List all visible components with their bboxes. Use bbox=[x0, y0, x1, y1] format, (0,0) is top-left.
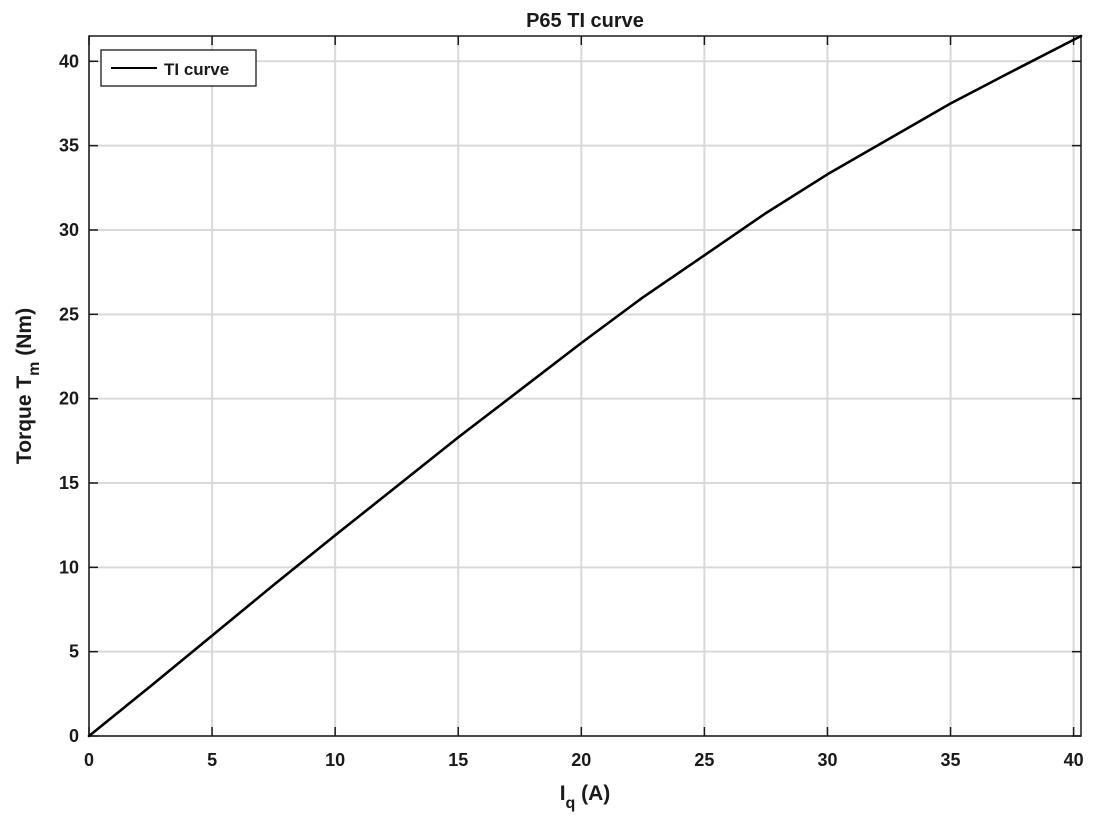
y-axis-label-main: Torque T bbox=[13, 376, 36, 464]
grid bbox=[88, 36, 1081, 737]
y-tick-label: 10 bbox=[59, 557, 79, 577]
chart-title: P65 TI curve bbox=[526, 10, 644, 32]
y-axis-tick-labels: 0 5 10 15 20 25 30 35 40 bbox=[59, 51, 79, 746]
y-tick-label: 5 bbox=[69, 642, 79, 662]
x-axis-label-subscript: q bbox=[566, 795, 576, 812]
y-axis-label-unit: (Nm) bbox=[13, 308, 36, 362]
y-tick-label: 15 bbox=[59, 473, 79, 493]
x-tick-label: 40 bbox=[1064, 750, 1084, 770]
y-tick-label: 30 bbox=[59, 220, 79, 240]
x-tick-label: 5 bbox=[207, 750, 217, 770]
y-tick-label: 0 bbox=[69, 726, 79, 746]
x-axis-label-unit: (A) bbox=[575, 782, 610, 805]
x-tick-label: 10 bbox=[325, 750, 345, 770]
y-tick-label: 35 bbox=[59, 136, 79, 156]
y-tick-label: 25 bbox=[59, 304, 79, 324]
x-tick-label: 25 bbox=[694, 750, 714, 770]
y-axis-label: Torque Tm (Nm) bbox=[13, 308, 43, 464]
y-tick-label: 40 bbox=[59, 51, 79, 71]
x-tick-label: 30 bbox=[817, 750, 837, 770]
series-line bbox=[87, 34, 1083, 738]
x-axis-label-main: I bbox=[560, 782, 566, 805]
x-tick-label: 0 bbox=[84, 750, 94, 770]
series-layer bbox=[87, 34, 1083, 738]
axis-ticks bbox=[88, 36, 1081, 737]
x-tick-label: 20 bbox=[571, 750, 591, 770]
x-axis-tick-labels: 0 5 10 15 20 25 30 35 40 bbox=[84, 750, 1084, 770]
y-tick-label: 20 bbox=[59, 389, 79, 409]
y-axis-label-subscript: m bbox=[26, 362, 43, 376]
legend: TI curve bbox=[100, 49, 257, 87]
x-axis-label: Iq (A) bbox=[560, 782, 611, 812]
x-tick-label: 35 bbox=[941, 750, 961, 770]
plot-area bbox=[88, 35, 1082, 737]
legend-entry-label: TI curve bbox=[164, 60, 229, 79]
x-tick-label: 15 bbox=[448, 750, 468, 770]
